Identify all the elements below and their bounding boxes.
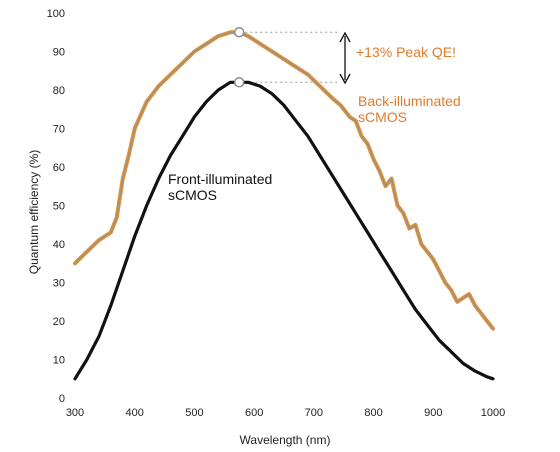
y-tick-label: 10: [53, 355, 65, 367]
y-tick-label: 100: [47, 8, 65, 20]
back-label-line2: sCMOS: [358, 109, 407, 125]
peak-guides: [245, 31, 338, 83]
peak-marker: [233, 27, 245, 38]
series-layer: [73, 30, 495, 381]
peak-qe-annotation: +13% Peak QE!: [356, 44, 456, 60]
x-tick-label: 300: [66, 407, 84, 419]
y-tick-label: 40: [53, 239, 65, 251]
x-tick-label: 700: [305, 407, 323, 419]
back-illuminated-label: Back-illuminated sCMOS: [358, 93, 465, 125]
y-tick-label: 50: [53, 201, 65, 213]
peak-marker: [233, 77, 245, 88]
back-label-line1: Back-illuminated: [358, 93, 461, 109]
x-tick-label: 600: [245, 407, 263, 419]
y-tick-label: 30: [53, 278, 65, 290]
y-tick-label: 70: [53, 124, 65, 136]
x-tick-label: 900: [424, 407, 442, 419]
y-axis-label: Quantum efficiency (%): [27, 150, 41, 275]
x-tick-label: 500: [185, 407, 203, 419]
x-tick-label: 800: [364, 407, 382, 419]
back-illuminated-line: [73, 30, 495, 331]
front-label-line1: Front-illuminated: [168, 171, 272, 187]
y-tick-label: 90: [53, 47, 65, 59]
back-illuminated-line-inner: [74, 31, 494, 330]
axes: 0 10 20 30 40 50 60 70 80 90 100 300 400 500 600 700 800…: [47, 8, 506, 419]
y-tick-label: 20: [53, 316, 65, 328]
x-tick-label: 1000: [481, 407, 505, 419]
front-illuminated-label: Front-illuminated sCMOS: [168, 171, 276, 203]
peak-markers: [233, 27, 245, 88]
x-tick-label: 400: [126, 407, 144, 419]
y-tick-label: 60: [53, 162, 65, 174]
y-tick-label: 0: [59, 393, 65, 405]
x-axis-label: Wavelength (nm): [240, 433, 331, 447]
peak-difference-arrow: [339, 31, 351, 85]
y-tick-label: 80: [53, 85, 65, 97]
front-label-line2: sCMOS: [168, 187, 217, 203]
front-illuminated-line: [73, 80, 495, 381]
